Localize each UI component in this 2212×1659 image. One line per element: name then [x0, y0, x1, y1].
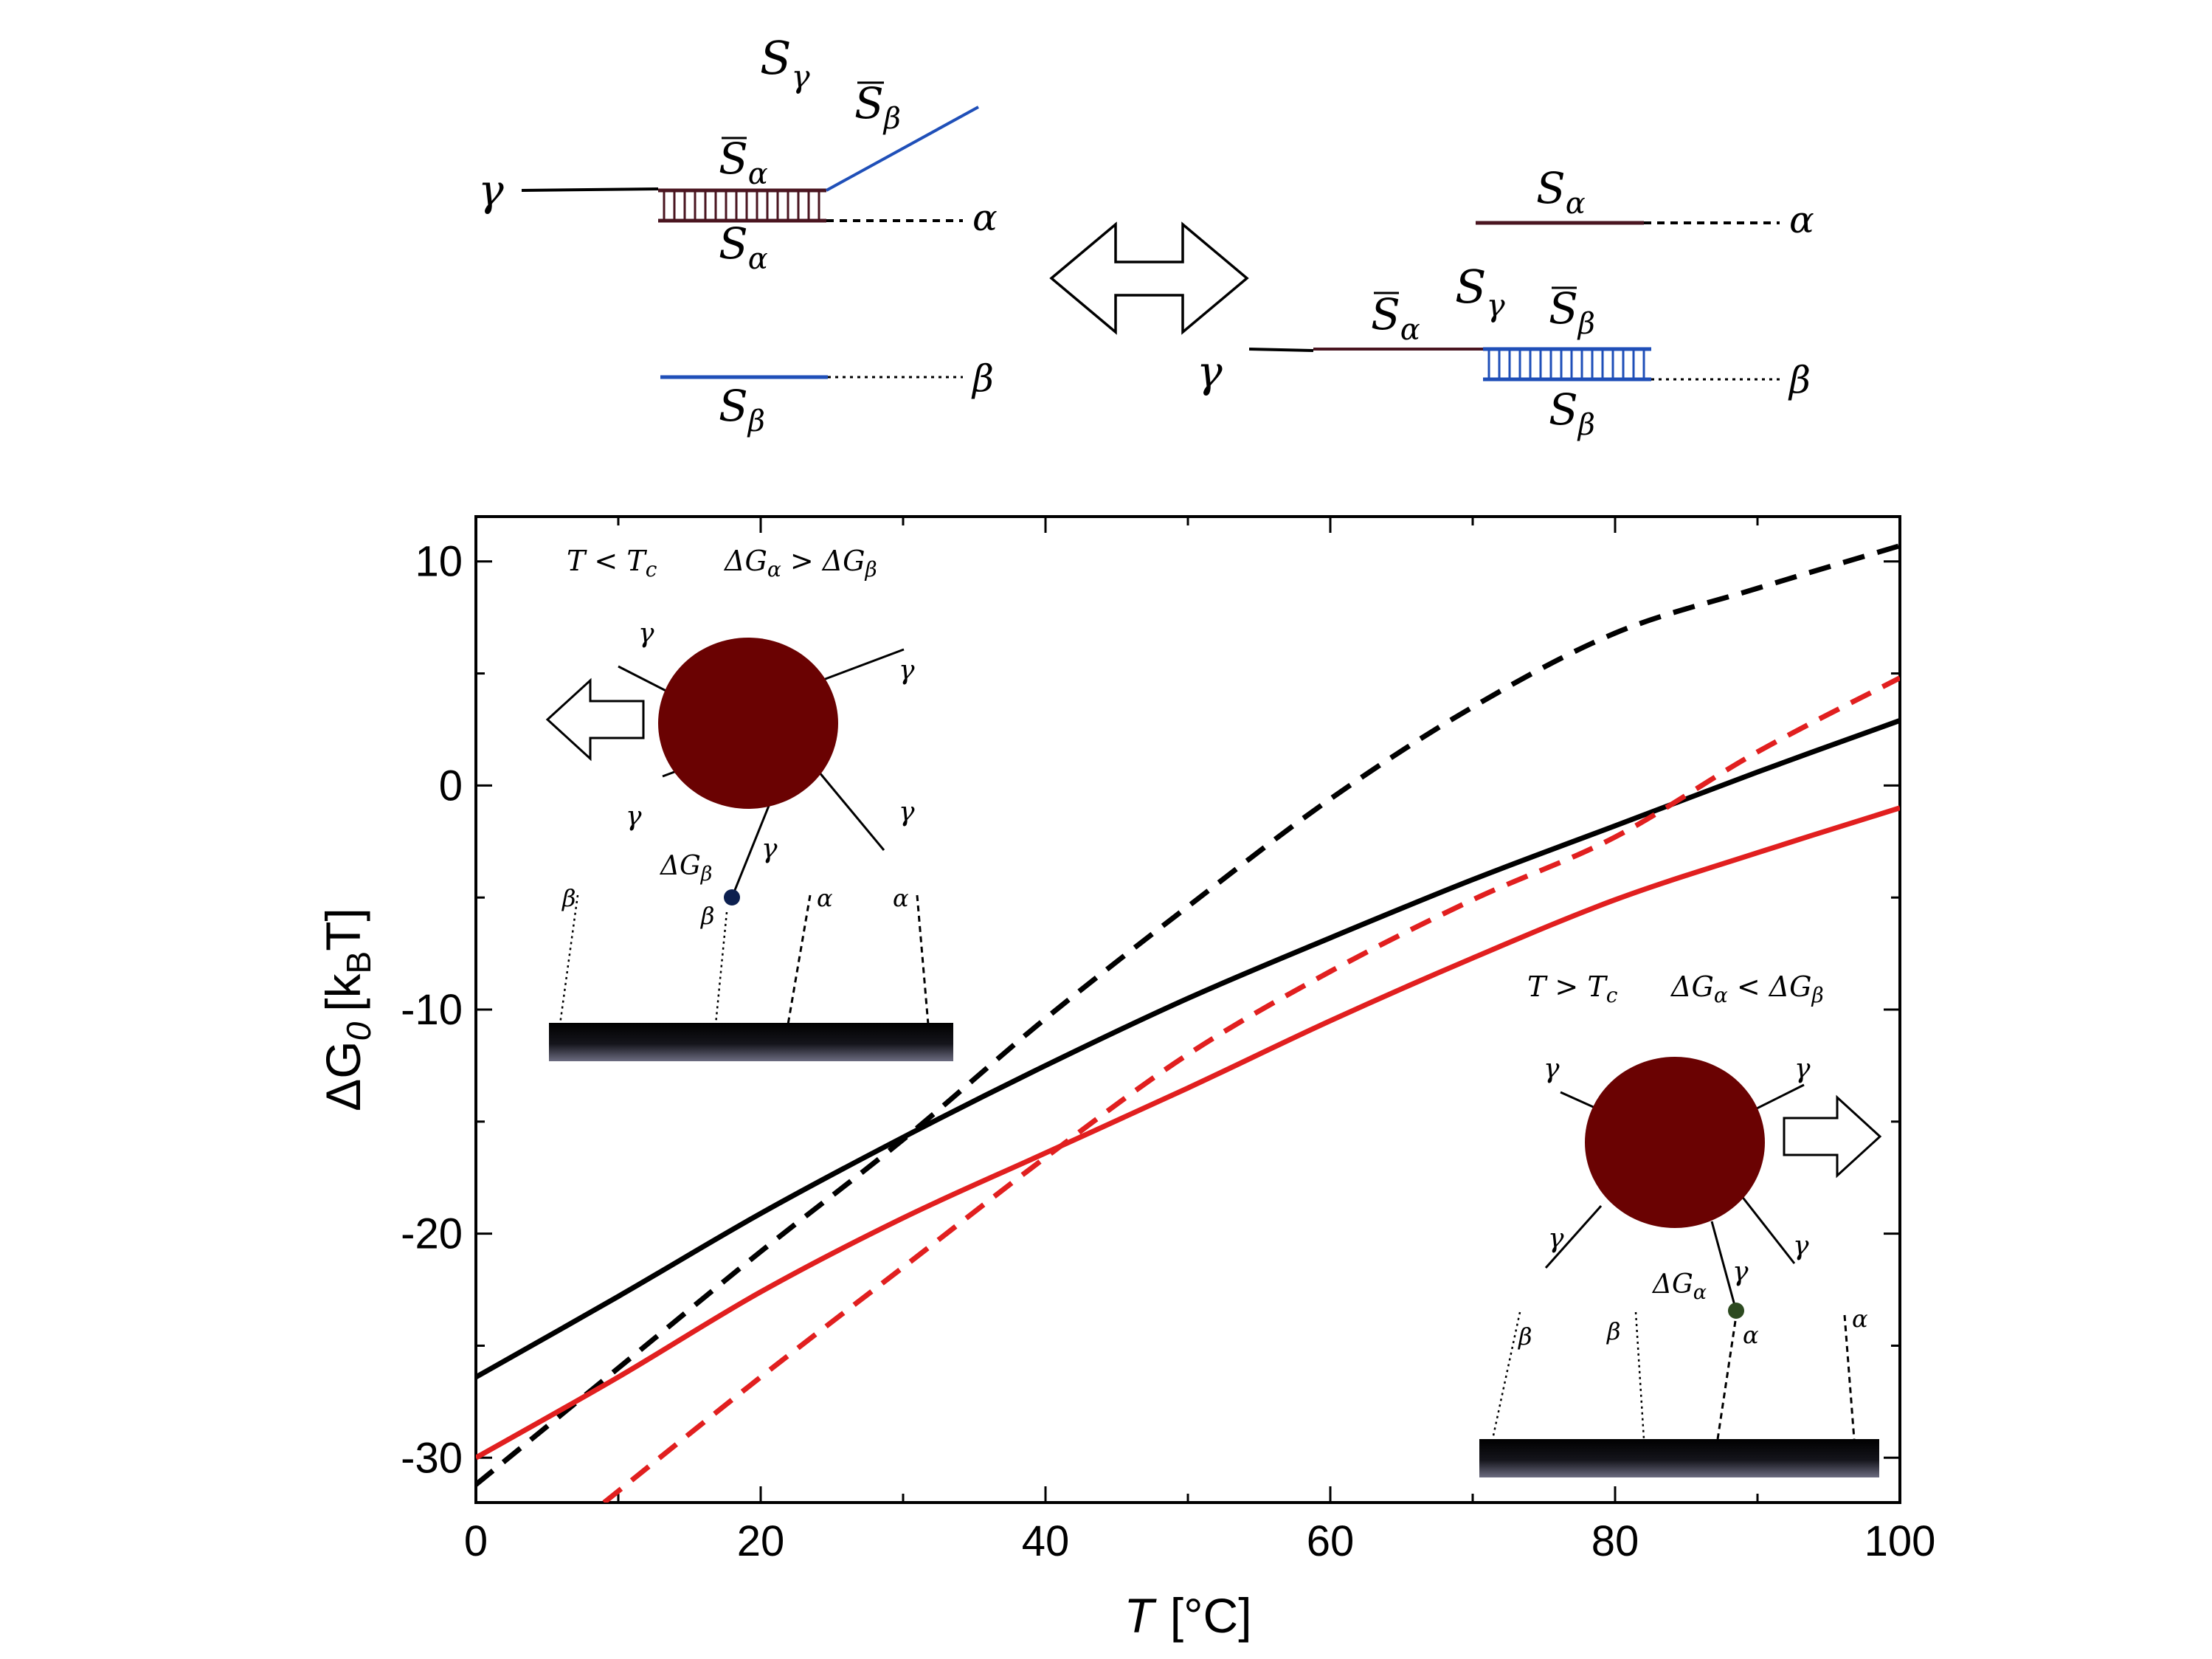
low-surface-label: β: [700, 902, 715, 930]
x-axis-label: T [°C]: [1124, 1588, 1251, 1643]
low-gamma-label: γ: [626, 801, 642, 832]
low-gamma-label: γ: [899, 797, 915, 827]
high-substrate: [1479, 1439, 1879, 1477]
scheme-right-gamma: γ: [1197, 347, 1223, 397]
scheme-right-s-alpha: Sα: [1536, 163, 1586, 221]
low-colloid-particle: [658, 638, 838, 809]
high-right-arrow: [1783, 1094, 1882, 1179]
high-surface-strand: [1491, 1311, 1521, 1440]
scheme-right-s-gamma: Sγ: [1455, 260, 1505, 323]
low-surface-label: α: [817, 884, 833, 912]
scheme-left-s-alpha: Sα: [719, 218, 768, 276]
low-gamma-label: γ: [761, 834, 778, 864]
scheme-left-gamma: γ: [478, 165, 504, 215]
high-surface-label: α: [1743, 1321, 1759, 1349]
high-anchor-leg: [1710, 1221, 1738, 1311]
inset-low-condition: T < Tc: [567, 545, 657, 582]
scheme-left-sbar-alpha: Sα: [719, 134, 768, 191]
equilibrium-double-arrow: [1049, 221, 1249, 335]
y-tick-label: -30: [401, 1434, 463, 1482]
low-surface-strand: [559, 894, 579, 1025]
scheme-right-gamma-strand: [1248, 348, 1314, 352]
scheme-right-alpha-label: α: [1789, 199, 1814, 241]
high-gamma-label: γ: [1544, 1054, 1560, 1084]
x-tick-label: 100: [1864, 1517, 1936, 1565]
high-gamma-leg: [1740, 1195, 1796, 1264]
scheme-left-state: γ α Sγ Sβ Sα Sα β Sβ: [478, 31, 998, 438]
low-bond-label: ΔGβ: [659, 851, 712, 886]
scheme-left-duplex-rungs: [663, 192, 820, 219]
x-tick-label: 20: [737, 1517, 785, 1565]
y-tick-label: 0: [439, 762, 463, 810]
low-gamma-leg: [814, 767, 885, 851]
high-gamma-label: γ: [1793, 1231, 1809, 1261]
reaction-scheme: γ α Sγ Sβ Sα Sα β Sβ: [478, 31, 1814, 442]
scheme-right-s-beta: Sβ: [1549, 384, 1595, 442]
low-anchor-leg: [730, 798, 773, 898]
low-surface-strand: [787, 894, 812, 1025]
high-surface-label: α: [1852, 1305, 1868, 1333]
low-surface-label: β: [561, 884, 576, 912]
high-gamma-label: γ: [1548, 1224, 1564, 1254]
x-tick-label: 0: [464, 1517, 488, 1565]
high-gamma-leg: [1544, 1205, 1603, 1269]
x-tick-label: 60: [1307, 1517, 1355, 1565]
low-surface-strand: [714, 911, 728, 1025]
high-bond-label: ΔGα: [1651, 1269, 1707, 1304]
series-line-black-dashed: [476, 543, 1900, 1487]
high-gamma-label: γ: [1732, 1257, 1749, 1287]
scheme-left-beta-label: β: [971, 357, 994, 400]
high-surface-strand: [1716, 1320, 1737, 1440]
inset-low-temperature: T < Tc ΔGα > ΔGβ γ γ γ γ γ ΔGβ β β α α: [545, 545, 953, 1061]
y-tick-label: 10: [415, 538, 463, 586]
low-surface-strand: [916, 894, 930, 1025]
low-surface-label: α: [893, 884, 909, 912]
series-line-red-dashed: [602, 675, 1900, 1503]
low-gamma-leg: [811, 648, 905, 686]
y-tick-label: -10: [401, 986, 463, 1034]
scheme-left-alpha-label: α: [972, 196, 998, 239]
low-gamma-label: γ: [638, 618, 654, 649]
y-tick-label: -20: [401, 1210, 463, 1258]
scheme-right-sbar-alpha: Sα: [1371, 289, 1420, 347]
low-gamma-label: γ: [899, 655, 915, 686]
inset-low-relation: ΔGα > ΔGβ: [723, 545, 877, 582]
high-bond-dot: [1728, 1303, 1744, 1319]
high-gamma-label: γ: [1794, 1054, 1811, 1084]
scheme-left-gamma-strand: [521, 187, 659, 192]
x-tick-label: 40: [1022, 1517, 1070, 1565]
y-axis-label: ΔG0[kBT]: [316, 908, 378, 1111]
series-line-black-solid: [476, 718, 1900, 1380]
scheme-left-sbar-beta: Sβ: [854, 78, 901, 136]
scheme-right-beta-label: β: [1788, 359, 1811, 401]
inset-high-temperature: T > Tc ΔGα < ΔGβ γ γ γ γ γ ΔGα β β α α: [1479, 970, 1882, 1477]
series-line-red-solid: [476, 805, 1900, 1460]
scheme-right-duplex-rungs: [1487, 351, 1645, 378]
high-surface-label: β: [1606, 1317, 1621, 1345]
scheme-right-state: Sα α Sγ Sα Sβ γ β Sβ: [1197, 163, 1814, 442]
low-bond-dot: [724, 889, 740, 906]
scheme-left-s-gamma: Sγ: [760, 31, 810, 94]
low-substrate: [549, 1023, 953, 1061]
inset-high-condition: T > Tc: [1527, 970, 1618, 1007]
high-surface-strand: [1843, 1314, 1856, 1440]
scheme-right-sbar-beta: Sβ: [1549, 283, 1595, 341]
scheme-left-sbar-beta-arm: [826, 106, 979, 192]
inset-high-relation: ΔGα < ΔGβ: [1670, 970, 1824, 1007]
scheme-left-s-beta: Sβ: [719, 381, 765, 438]
high-surface-label: β: [1518, 1322, 1532, 1351]
high-colloid-particle: [1585, 1057, 1765, 1228]
series-layer: [476, 543, 1900, 1503]
x-tick-label: 80: [1591, 1517, 1639, 1565]
low-left-arrow: [545, 677, 645, 762]
high-surface-strand: [1634, 1311, 1645, 1440]
